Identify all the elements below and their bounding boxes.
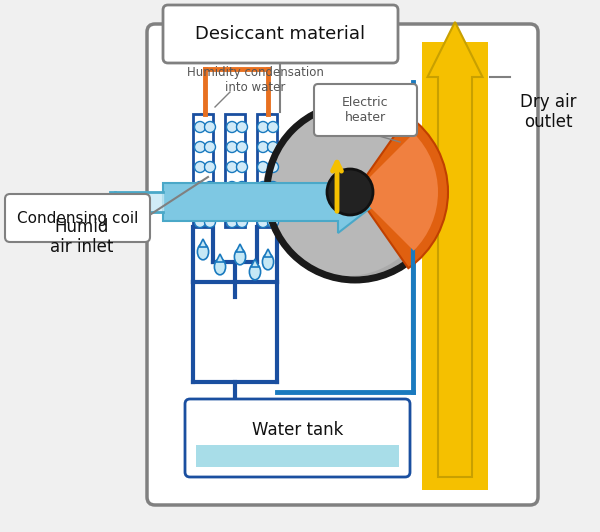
Circle shape bbox=[268, 162, 278, 172]
Bar bbox=[196, 445, 399, 467]
Ellipse shape bbox=[235, 249, 245, 265]
Circle shape bbox=[227, 142, 238, 153]
Circle shape bbox=[205, 181, 215, 193]
Circle shape bbox=[194, 181, 205, 193]
Bar bbox=[193, 114, 213, 227]
Circle shape bbox=[236, 121, 248, 132]
Circle shape bbox=[268, 121, 278, 132]
Circle shape bbox=[205, 121, 215, 132]
Text: Condensing coil: Condensing coil bbox=[17, 211, 138, 226]
Circle shape bbox=[194, 142, 205, 153]
Circle shape bbox=[236, 181, 248, 193]
Ellipse shape bbox=[197, 244, 209, 260]
Text: Water tank: Water tank bbox=[252, 421, 343, 439]
Text: Electric
heater: Electric heater bbox=[342, 96, 389, 124]
Circle shape bbox=[263, 108, 431, 276]
Circle shape bbox=[205, 202, 215, 212]
Circle shape bbox=[227, 202, 238, 212]
Wedge shape bbox=[355, 134, 438, 251]
Circle shape bbox=[227, 121, 238, 132]
Circle shape bbox=[227, 162, 238, 172]
Circle shape bbox=[236, 142, 248, 153]
Circle shape bbox=[205, 142, 215, 153]
Polygon shape bbox=[264, 249, 272, 257]
Circle shape bbox=[267, 104, 443, 280]
Circle shape bbox=[257, 121, 269, 132]
Ellipse shape bbox=[250, 264, 260, 280]
Circle shape bbox=[227, 217, 238, 228]
Text: Dry air
outlet: Dry air outlet bbox=[520, 93, 576, 131]
Circle shape bbox=[236, 162, 248, 172]
Circle shape bbox=[268, 202, 278, 212]
Circle shape bbox=[205, 162, 215, 172]
Ellipse shape bbox=[262, 254, 274, 270]
Wedge shape bbox=[355, 116, 448, 268]
FancyArrow shape bbox=[163, 171, 378, 233]
Circle shape bbox=[194, 121, 205, 132]
Circle shape bbox=[327, 169, 373, 215]
FancyBboxPatch shape bbox=[147, 24, 538, 505]
Circle shape bbox=[236, 217, 248, 228]
Circle shape bbox=[257, 217, 269, 228]
Circle shape bbox=[194, 202, 205, 212]
Polygon shape bbox=[236, 244, 244, 252]
FancyBboxPatch shape bbox=[5, 194, 150, 242]
Circle shape bbox=[257, 181, 269, 193]
Circle shape bbox=[194, 217, 205, 228]
Circle shape bbox=[257, 162, 269, 172]
Circle shape bbox=[268, 181, 278, 193]
Circle shape bbox=[268, 142, 278, 153]
Bar bbox=[257, 114, 277, 227]
Circle shape bbox=[257, 142, 269, 153]
Circle shape bbox=[205, 217, 215, 228]
Text: Desiccant material: Desiccant material bbox=[196, 25, 365, 43]
FancyBboxPatch shape bbox=[314, 84, 417, 136]
FancyBboxPatch shape bbox=[163, 5, 398, 63]
Circle shape bbox=[257, 202, 269, 212]
Text: Humid
air inlet: Humid air inlet bbox=[50, 218, 113, 256]
Circle shape bbox=[236, 202, 248, 212]
Polygon shape bbox=[216, 254, 224, 262]
FancyBboxPatch shape bbox=[185, 399, 410, 477]
Bar bbox=[422, 42, 488, 490]
Polygon shape bbox=[199, 239, 207, 247]
Circle shape bbox=[194, 162, 205, 172]
Polygon shape bbox=[251, 259, 259, 267]
Ellipse shape bbox=[214, 259, 226, 275]
FancyArrow shape bbox=[427, 22, 482, 477]
Text: Humidity condensation
into water: Humidity condensation into water bbox=[187, 66, 323, 94]
Bar bbox=[225, 114, 245, 227]
Circle shape bbox=[227, 181, 238, 193]
Circle shape bbox=[268, 217, 278, 228]
